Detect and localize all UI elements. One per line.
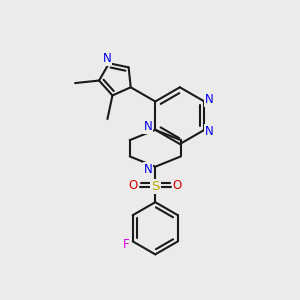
Text: O: O <box>173 179 182 192</box>
Text: N: N <box>205 125 214 138</box>
Text: O: O <box>128 179 138 192</box>
Text: N: N <box>205 94 214 106</box>
Text: S: S <box>151 180 160 193</box>
Text: N: N <box>143 120 152 134</box>
Text: F: F <box>123 238 130 251</box>
Text: N: N <box>103 52 111 65</box>
Text: N: N <box>143 163 152 176</box>
